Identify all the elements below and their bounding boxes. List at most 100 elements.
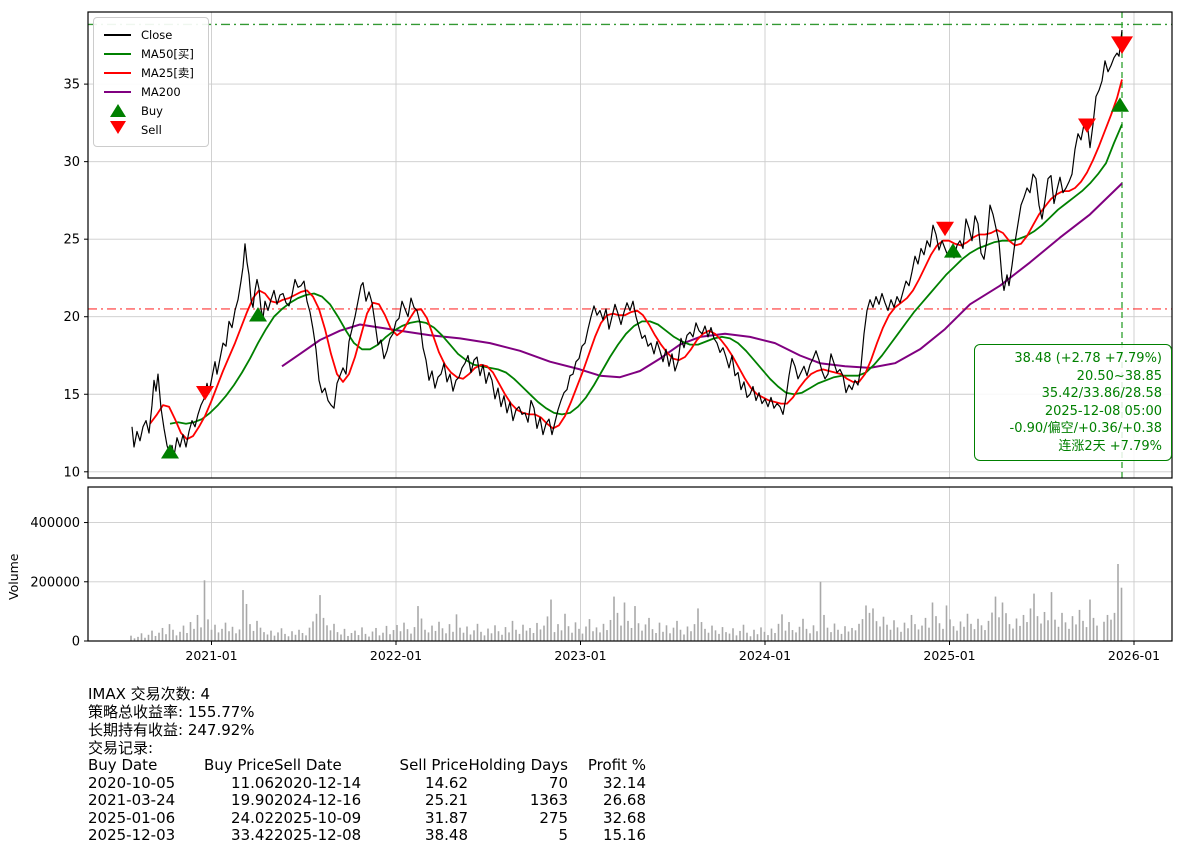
volume-bar — [413, 627, 416, 641]
volume-bar — [809, 633, 811, 641]
volume-bar — [473, 630, 475, 641]
volume-bar — [903, 622, 906, 641]
volume-bar — [1001, 602, 1004, 641]
sell-triangle-icon — [104, 121, 131, 134]
y-tick-label: 35 — [63, 78, 80, 93]
trade-record-title: 交易记录: — [88, 739, 154, 757]
volume-bar — [907, 628, 909, 641]
trade-cell: 33.42 — [231, 826, 274, 844]
volume-bar — [1075, 624, 1077, 641]
volume-bar — [781, 614, 783, 641]
legend-label: Close — [141, 27, 173, 42]
volume-bar — [1050, 592, 1053, 641]
legend-item-buy: Buy — [104, 101, 194, 120]
volume-bar — [858, 623, 860, 641]
chart-legend: Close MA50[买] MA25[卖] MA200 Buy Sell — [93, 17, 209, 147]
trade-row: 2021-03-24 19.90 2024-12-16 25.21 1363 26.68 — [88, 791, 646, 810]
volume-bar — [441, 628, 444, 641]
volume-bar — [193, 628, 195, 641]
legend-item-close: Close — [104, 25, 194, 44]
volume-bar — [861, 619, 864, 641]
volume-bar — [798, 626, 801, 641]
volume-bar — [207, 619, 209, 641]
volume-bar — [504, 627, 507, 641]
volume-bar — [1068, 628, 1070, 641]
volume-bar — [186, 633, 188, 641]
trade-cell: 26.68 — [603, 791, 646, 809]
volume-bar — [557, 624, 559, 641]
volume-bar — [847, 631, 850, 641]
x-tick-label: 2022-01 — [370, 648, 422, 663]
volume-bar — [319, 595, 321, 641]
volume-bar — [221, 628, 223, 641]
volume-bar — [998, 617, 1000, 641]
volume-bar — [298, 629, 300, 641]
volume-bar — [711, 625, 713, 641]
legend-item-sell: Sell — [104, 120, 194, 139]
volume-bar — [424, 629, 426, 641]
legend-label: Buy — [141, 103, 163, 118]
volume-bar — [970, 623, 972, 641]
volume-bar — [578, 628, 580, 641]
sell-marker — [196, 385, 214, 401]
volume-bar — [854, 630, 857, 641]
volume-bar — [494, 625, 496, 641]
volume-bar — [137, 636, 139, 641]
volume-bar — [945, 605, 948, 641]
volume-bar — [427, 632, 430, 641]
volume-bar — [966, 613, 969, 641]
volume-bar — [938, 623, 941, 641]
volume-bar — [245, 603, 248, 641]
volume-bar — [784, 630, 787, 641]
volume-bar — [917, 629, 920, 641]
volume-bar — [595, 627, 598, 641]
volume-bar — [1029, 608, 1032, 641]
volume-bar — [214, 624, 216, 641]
volume-bar — [518, 633, 521, 641]
volume-bar — [746, 632, 748, 641]
volume-bar — [774, 633, 776, 641]
volume-bar — [777, 623, 780, 641]
volume-bar — [816, 631, 818, 641]
volume-bar — [574, 622, 577, 641]
trade-cell: 2020-10-05 — [88, 773, 176, 792]
volume-bar — [742, 624, 745, 641]
trades-table: Buy Date Buy Price Sell Date Sell Price … — [88, 756, 646, 845]
volume-bar — [466, 626, 468, 641]
col-sell-date: Sell Date — [274, 756, 342, 774]
trade-cell: 2025-12-08 — [274, 826, 362, 844]
volume-bar — [875, 621, 878, 641]
volume-bar — [837, 629, 839, 641]
volume-bar — [676, 620, 678, 641]
annot-bias-line: -0.90/偏空/+0.36/+0.38 — [1009, 421, 1162, 436]
volume-bar — [739, 630, 741, 641]
volume-bar — [1064, 622, 1067, 641]
volume-bar — [879, 626, 881, 641]
volume-bar — [529, 627, 531, 641]
trade-cell: 15.16 — [603, 826, 646, 844]
trade-cell: 25.21 — [425, 791, 468, 809]
volume-bar — [795, 632, 797, 641]
volume-bar — [844, 626, 846, 641]
volume-bar — [973, 629, 976, 641]
volume-bar — [312, 621, 314, 641]
volume-bar — [406, 629, 409, 641]
volume-axis-label: Volume — [6, 553, 21, 601]
volume-bar — [487, 628, 489, 641]
volume-bar — [1089, 599, 1091, 641]
volume-bar — [294, 634, 297, 641]
volume-bar — [357, 635, 360, 641]
volume-bar — [679, 629, 682, 641]
volume-bar — [952, 626, 955, 641]
buy-marker — [161, 444, 179, 459]
volume-bar — [378, 635, 381, 641]
volume-bar — [161, 627, 164, 641]
volume-bar — [1085, 627, 1088, 641]
volume-bar — [144, 637, 146, 641]
volume-bar — [455, 614, 458, 641]
volume-bar — [851, 627, 853, 641]
volume-bar — [532, 633, 535, 641]
volume-bar — [588, 619, 591, 641]
volume-bar — [651, 629, 654, 641]
volume-bar — [168, 624, 171, 641]
